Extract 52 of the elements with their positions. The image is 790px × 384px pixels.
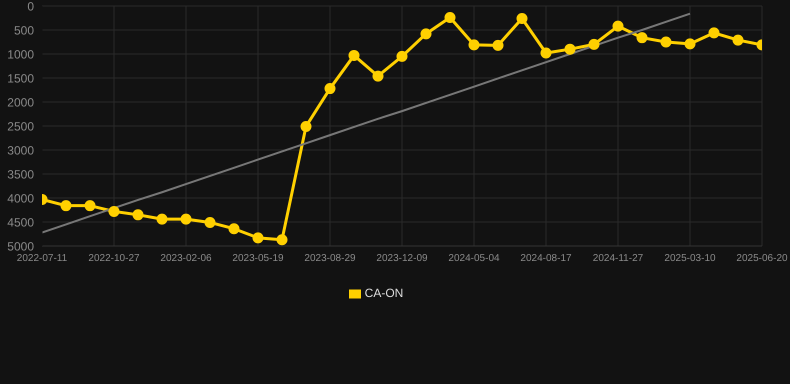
point [588,38,600,50]
y-tick-label: 1000 [7,47,34,62]
y-tick-label: 0 [27,0,34,14]
point [516,12,528,24]
x-tick-label: 2024-08-17 [520,253,572,264]
point [612,20,624,32]
y-tick-label: 3000 [7,143,34,158]
x-tick-label: 2024-11-27 [592,253,644,264]
point [252,232,264,244]
x-tick-label: 2025-06-20 [736,253,788,264]
y-tick-label: 2000 [7,95,34,110]
y-tick-label: 500 [14,23,34,38]
point [156,214,168,225]
point [132,209,144,220]
point [372,70,384,82]
point [204,216,216,228]
x-tick-label: 2022-10-27 [88,253,140,264]
point [396,50,408,62]
x-tick-label: 2023-12-09 [376,253,428,264]
point [108,206,120,217]
point [180,214,192,225]
point [684,38,696,50]
point [84,200,96,212]
x-tick-label: 2023-05-19 [232,253,284,264]
y-tick-label: 2500 [7,119,34,134]
point [636,32,648,44]
point [564,44,576,55]
point [468,39,480,50]
point [324,83,336,94]
y-tick-label: 5000 [7,239,34,254]
point [300,120,312,132]
point [60,200,72,212]
x-tick-label: 2023-08-29 [304,253,356,264]
point [540,48,552,59]
point [708,27,720,38]
x-tick-label: 2022-07-11 [16,253,68,264]
y-tick-label: 1500 [7,71,34,86]
legend-label: CA-ON [364,286,404,300]
x-tick-label: 2025-03-10 [664,253,716,264]
point [420,28,432,40]
x-tick-label: 2023-02-06 [160,253,212,264]
point [348,50,360,61]
y-tick-label: 3500 [7,167,34,182]
y-tick-label: 4000 [7,191,34,206]
point [492,40,504,51]
point [444,12,456,24]
point [660,36,672,48]
point [276,234,288,246]
y-tick-label: 4500 [7,215,34,230]
point [228,223,240,234]
point [732,34,744,46]
x-tick-label: 2024-05-04 [448,253,500,264]
